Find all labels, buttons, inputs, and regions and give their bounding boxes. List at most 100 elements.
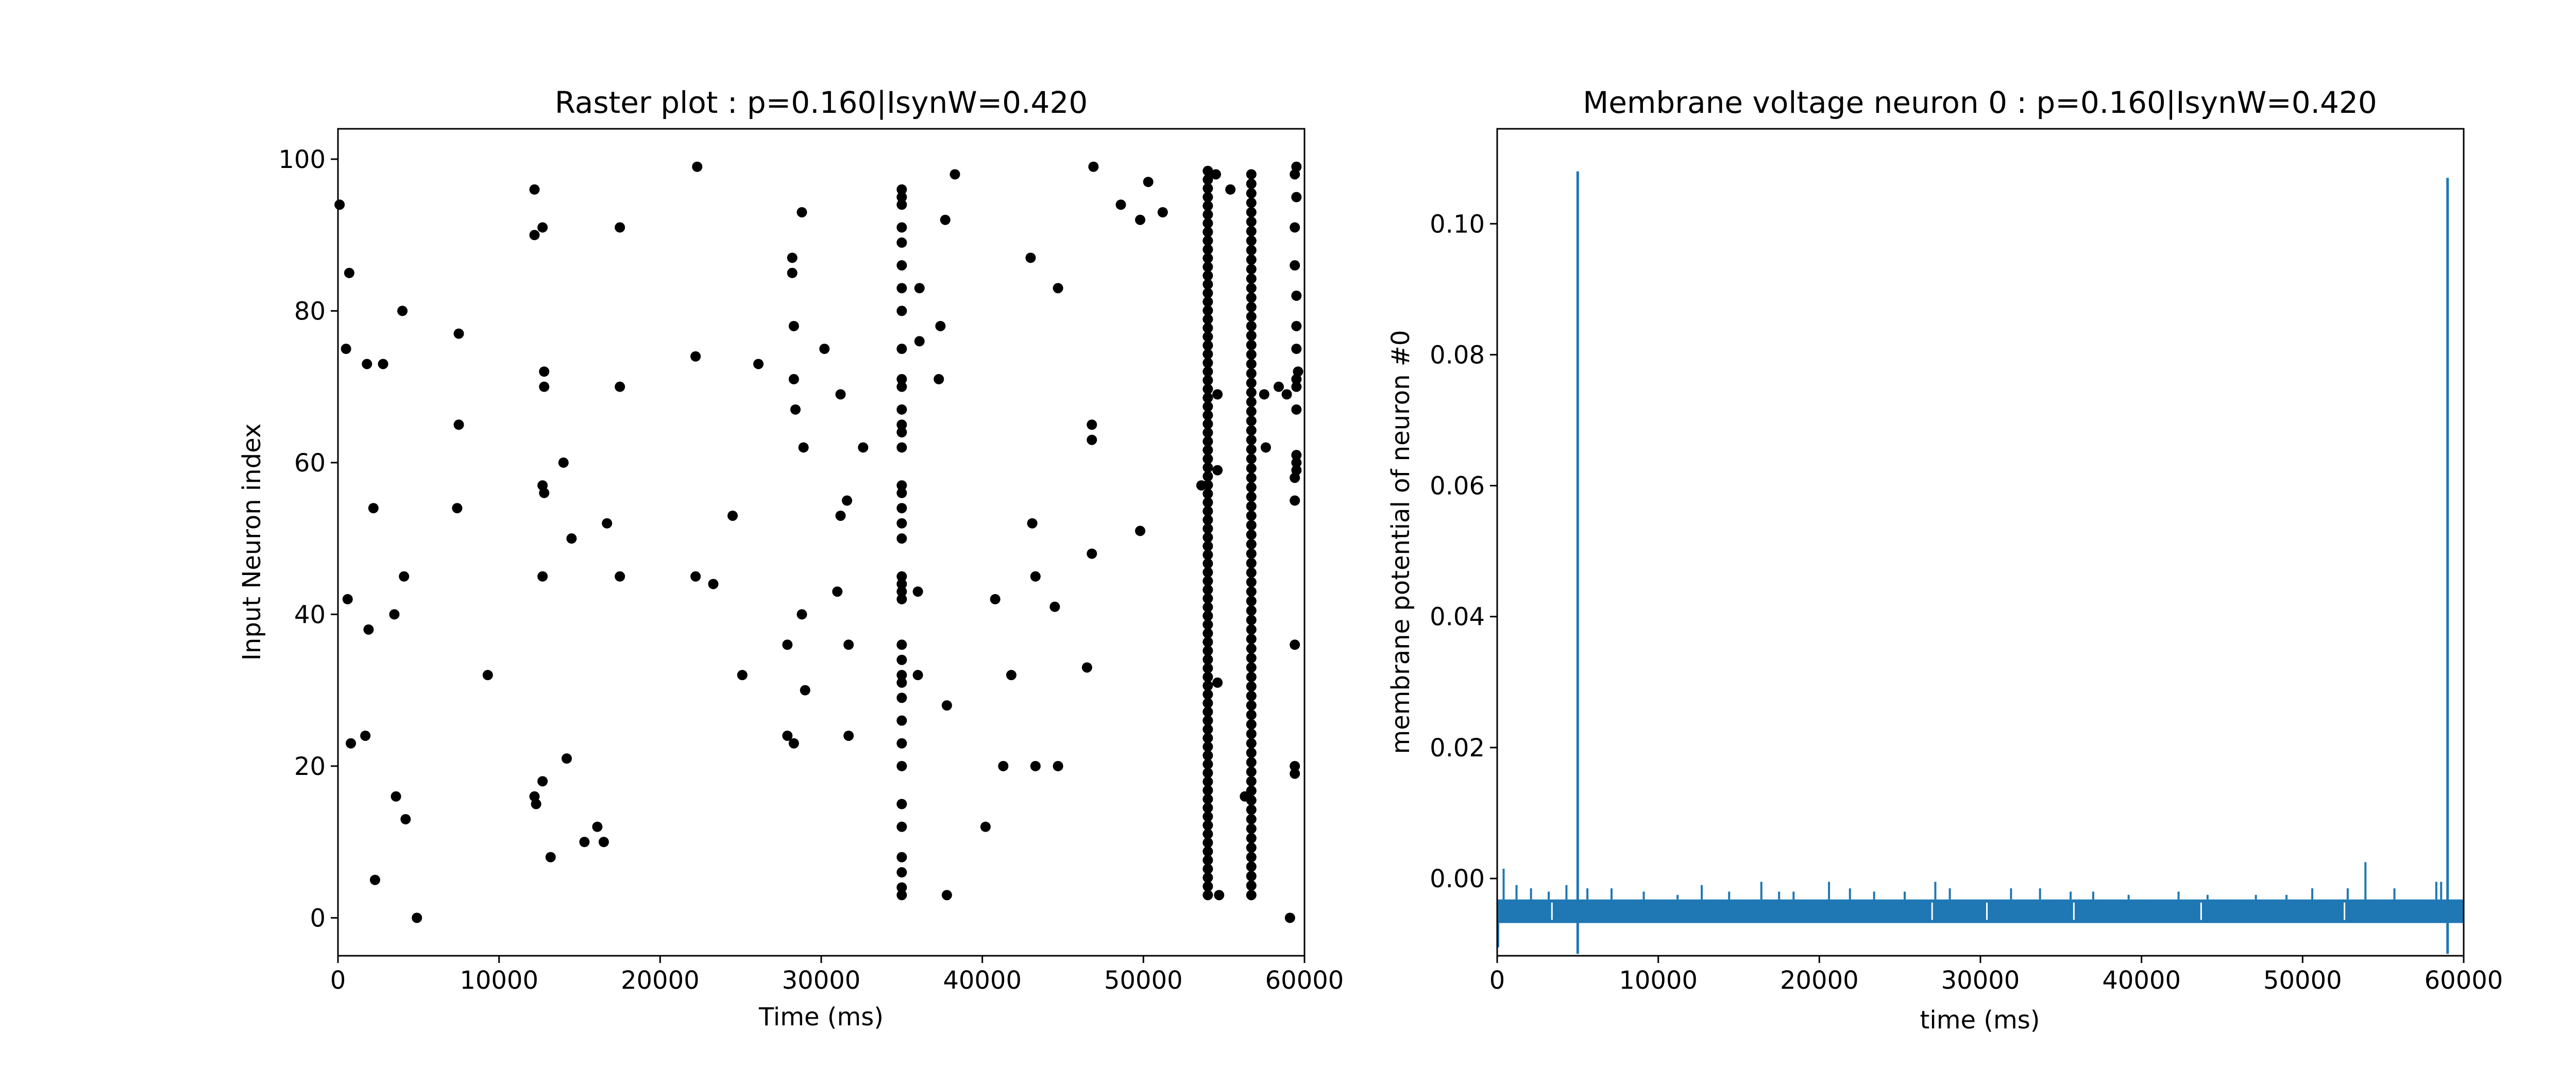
y-tick-label: 0	[310, 904, 326, 933]
spike-point	[690, 351, 701, 362]
spike-point	[1246, 700, 1257, 711]
spike-point	[934, 374, 944, 384]
spike-point	[788, 320, 799, 331]
spike-point	[1202, 706, 1213, 717]
spike-point	[896, 419, 907, 430]
spike-point	[1260, 442, 1271, 453]
spike-point	[998, 760, 1009, 771]
spike-point	[1246, 577, 1257, 587]
spike-point	[1246, 387, 1257, 398]
spike-point	[1202, 611, 1213, 621]
spike-point	[1202, 637, 1213, 648]
spike-point	[1290, 169, 1300, 180]
spike-point	[1291, 320, 1302, 331]
spike-point	[1246, 330, 1257, 341]
spike-point	[1246, 804, 1257, 815]
y-tick-label: 0.04	[1430, 603, 1485, 632]
spike-point	[896, 283, 907, 294]
spike-point	[787, 267, 798, 278]
spike-point	[796, 207, 807, 217]
spike-point	[1088, 161, 1099, 172]
spike-point	[397, 306, 408, 316]
spike-point	[1246, 245, 1257, 256]
spike-point	[1291, 344, 1302, 354]
spike-point	[896, 344, 907, 354]
spike-point	[1202, 418, 1213, 429]
spike-point	[1290, 472, 1300, 483]
spike-point	[1246, 453, 1257, 464]
y-tick-label: 20	[294, 752, 326, 781]
x-tick-label: 20000	[1780, 966, 1859, 995]
y-tick-label: 40	[294, 600, 326, 629]
spike-point	[1202, 733, 1213, 743]
spike-point	[545, 852, 556, 863]
spike-point	[453, 419, 464, 430]
spike-point	[1202, 532, 1213, 543]
spike-point	[1202, 174, 1213, 185]
spike-point	[1202, 244, 1213, 255]
x-tick-label: 40000	[943, 966, 1022, 995]
spike-point	[1157, 207, 1168, 217]
spike-point	[1202, 515, 1213, 526]
spike-point	[1202, 689, 1213, 700]
spike-point	[452, 503, 463, 514]
spike-point	[1259, 389, 1269, 400]
spike-point	[1291, 457, 1302, 468]
spike-point	[896, 852, 907, 863]
spike-point	[1246, 624, 1257, 635]
spike-point	[896, 867, 907, 878]
spike-point	[1291, 381, 1302, 392]
spike-point	[391, 791, 401, 802]
spike-point	[1202, 846, 1213, 857]
spike-point	[896, 882, 907, 893]
spike-point	[1212, 389, 1223, 400]
spike-point	[896, 579, 907, 589]
spike-point	[1202, 392, 1213, 403]
spike-point	[342, 594, 353, 604]
spike-point	[1202, 584, 1213, 595]
spike-point	[690, 571, 701, 582]
spike-point	[561, 753, 572, 764]
x-tick-label: 60000	[2425, 966, 2503, 995]
spike-point	[1246, 842, 1257, 853]
spike-point	[896, 677, 907, 688]
spike-point	[896, 442, 907, 453]
spike-point	[832, 586, 843, 597]
spike-point	[360, 730, 371, 741]
spike-point	[858, 442, 869, 453]
spike-point	[896, 890, 907, 901]
spike-point	[1290, 768, 1300, 779]
spike-point	[1246, 425, 1257, 436]
spike-point	[940, 214, 951, 225]
membrane-voltage-x-ticks: 0 10000 20000 30000 40000 50000 60000	[1489, 956, 2503, 995]
spike-point	[400, 814, 411, 824]
spike-point	[1246, 255, 1257, 265]
spike-point	[1202, 471, 1213, 482]
spike-point	[737, 670, 748, 681]
spike-point	[1246, 586, 1257, 597]
spike-point	[1202, 436, 1213, 447]
spike-point	[1202, 183, 1213, 194]
spike-point	[1202, 209, 1213, 220]
spike-point	[1135, 526, 1146, 536]
spike-point	[896, 427, 907, 437]
spike-point	[1246, 605, 1257, 616]
x-tick-label: 50000	[2263, 966, 2342, 995]
spike-point	[1202, 698, 1213, 708]
spike-point	[1246, 738, 1257, 749]
spike-point	[835, 389, 846, 400]
spike-point	[1246, 748, 1257, 758]
spike-point	[896, 374, 907, 384]
spike-point	[912, 670, 923, 681]
spike-point	[1291, 450, 1302, 461]
membrane-voltage-marks	[1497, 171, 2464, 954]
spike-point	[1202, 549, 1213, 560]
spike-point	[1202, 410, 1213, 420]
spike-point	[1202, 820, 1213, 831]
x-tick-label: 30000	[1941, 966, 2020, 995]
spike-point	[1290, 495, 1300, 506]
spike-point	[1202, 654, 1213, 665]
spike-point	[1202, 715, 1213, 726]
spike-point	[896, 222, 907, 233]
raster-plot-x-label: Time (ms)	[758, 1003, 884, 1032]
